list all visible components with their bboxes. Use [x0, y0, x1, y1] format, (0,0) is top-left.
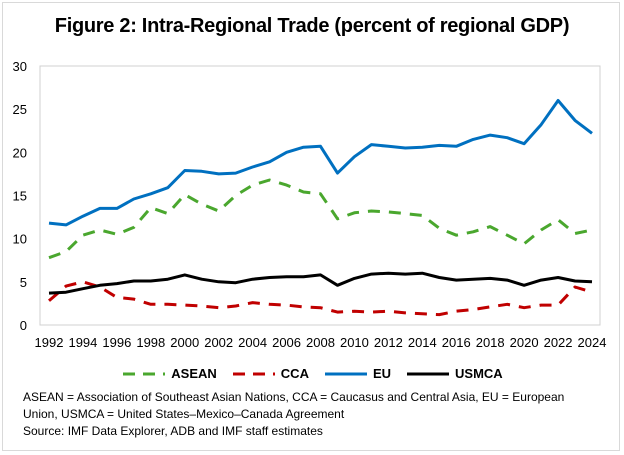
- x-tick-label: 2002: [204, 335, 233, 350]
- legend-item-cca: CCA: [231, 366, 309, 381]
- series-line-asean: [48, 178, 593, 260]
- figure-frame: [2, 2, 620, 451]
- x-tick-label: 2006: [272, 335, 301, 350]
- legend-swatch: [407, 372, 450, 375]
- legend-swatch: [324, 372, 367, 375]
- series-line-eu: [48, 99, 593, 227]
- legend-label: EU: [372, 366, 392, 381]
- x-tick-label: 2008: [306, 335, 335, 350]
- chart-title: Figure 2: Intra-Regional Trade (percent …: [54, 15, 570, 37]
- x-tick-label: 2004: [238, 335, 267, 350]
- y-tick-label: 30: [13, 59, 27, 74]
- x-tick-label: 1992: [35, 335, 64, 350]
- legend-item-asean: ASEAN: [121, 366, 217, 381]
- x-tick-label: 2000: [170, 335, 199, 350]
- x-tick-label: 2024: [578, 335, 607, 350]
- y-tick-label: 15: [13, 189, 27, 204]
- y-tick-label: 5: [20, 275, 27, 290]
- y-tick-label: 0: [20, 318, 27, 333]
- legend-item-eu: EU: [323, 366, 391, 381]
- legend-label: ASEAN: [171, 366, 217, 381]
- legend-swatch: [232, 372, 275, 375]
- x-axis-ticks: 1992 1994 1996 1998 2000 2002 2004 2006 2008 2010…: [35, 335, 607, 350]
- x-tick-label: 2022: [544, 335, 573, 350]
- series-lines: [48, 99, 593, 317]
- legend-label: USMCA: [455, 366, 503, 381]
- x-tick-label: 1998: [136, 335, 165, 350]
- x-tick-label: 2020: [510, 335, 539, 350]
- y-tick-label: 20: [13, 145, 27, 160]
- y-tick-label: 25: [13, 102, 27, 117]
- plot-area: [39, 65, 601, 326]
- series-line-cca: [48, 280, 593, 317]
- footnote: ASEAN = Association of Southeast Asian N…: [23, 389, 564, 440]
- x-tick-label: 2012: [374, 335, 403, 350]
- legend-swatch: [123, 372, 166, 375]
- footnote-line-2: Union, USMCA = United States–Mexico–Cana…: [23, 407, 345, 421]
- legend-item-usmca: USMCA: [405, 366, 503, 381]
- y-axis-ticks: 0 5 10 15 20 25 30: [13, 59, 27, 333]
- x-tick-label: 2014: [408, 335, 437, 350]
- x-tick-label: 2010: [340, 335, 369, 350]
- legend: ASEAN CCA EU USMCA: [0, 366, 624, 381]
- x-tick-label: 1996: [102, 335, 131, 350]
- y-tick-label: 10: [13, 232, 27, 247]
- x-tick-label: 2018: [476, 335, 505, 350]
- x-tick-label: 2016: [442, 335, 471, 350]
- series-line-usmca: [48, 271, 593, 295]
- x-tick-label: 1994: [68, 335, 97, 350]
- footnote-line-3: Source: IMF Data Explorer, ADB and IMF s…: [23, 424, 323, 438]
- legend-label: CCA: [280, 366, 309, 381]
- footnote-line-1: ASEAN = Association of Southeast Asian N…: [23, 390, 565, 404]
